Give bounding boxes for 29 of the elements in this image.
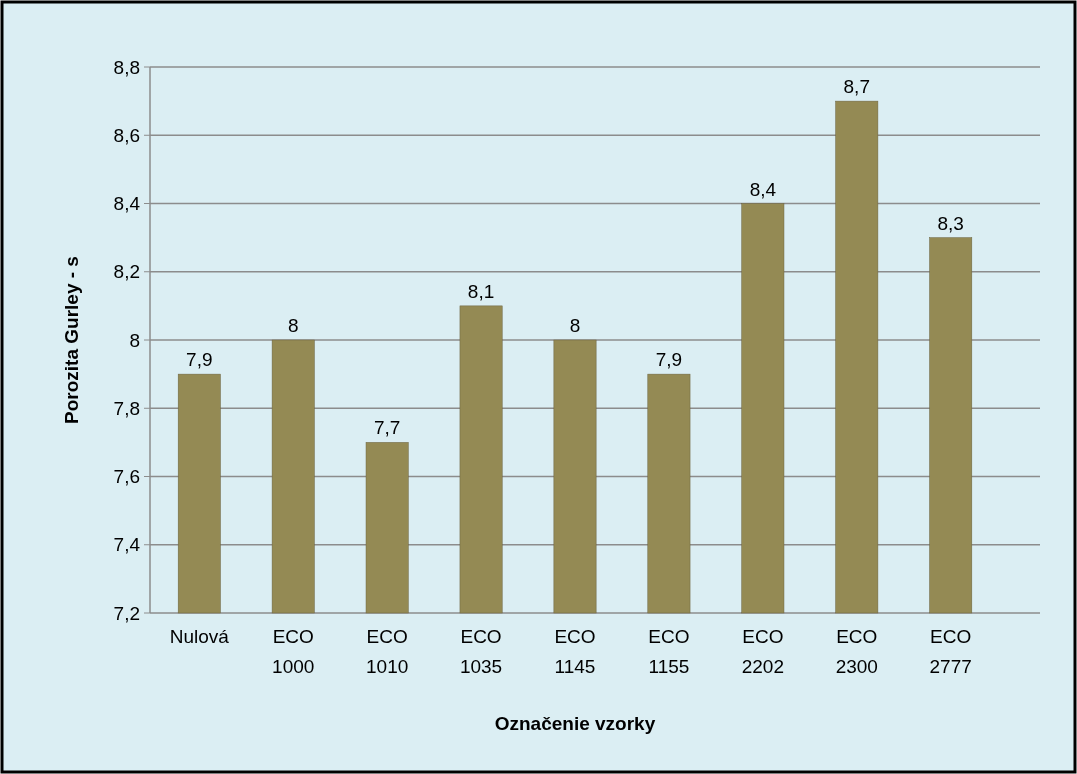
x-tick-label: ECO 1035 — [459, 626, 503, 677]
y-tick-label: 8,8 — [113, 56, 140, 78]
x-tick-label: ECO 1145 — [554, 626, 596, 677]
x-tick-label: ECO 1155 — [648, 626, 690, 677]
y-tick-label: 8,2 — [113, 261, 140, 283]
y-tick-label: 7,8 — [113, 397, 140, 419]
y-axis-title: Porozita Gurley - s — [61, 256, 82, 424]
data-label: 8 — [569, 315, 581, 336]
x-tick-label: ECO 2202 — [741, 626, 784, 677]
y-tick-label: 7,6 — [113, 466, 140, 488]
x-tick-label: ECO 1010 — [366, 626, 409, 677]
y-tick-label: 7,4 — [113, 534, 141, 556]
data-label: 7,9 — [186, 349, 213, 371]
data-label: 7,7 — [373, 417, 401, 439]
y-tick-label: 8,4 — [113, 193, 141, 215]
data-label: 8,1 — [467, 280, 495, 302]
data-label: 7,9 — [655, 349, 683, 371]
x-tick-label: ECO 2777 — [929, 626, 972, 677]
y-tick-label: 7,2 — [113, 602, 140, 624]
data-label: 8 — [287, 315, 299, 336]
x-tick-label: ECO 2300 — [835, 626, 878, 677]
x-axis-title: Označenie vzorky — [494, 713, 656, 734]
data-label: 8,3 — [937, 212, 964, 234]
data-label: 8,4 — [749, 178, 777, 200]
data-label: 8,7 — [843, 76, 870, 98]
x-tick-label: Nulová — [169, 626, 230, 647]
x-tick-label: ECO 1000 — [272, 626, 315, 677]
y-tick-label: 8,6 — [113, 124, 140, 146]
y-tick-label: 8 — [129, 329, 140, 351]
